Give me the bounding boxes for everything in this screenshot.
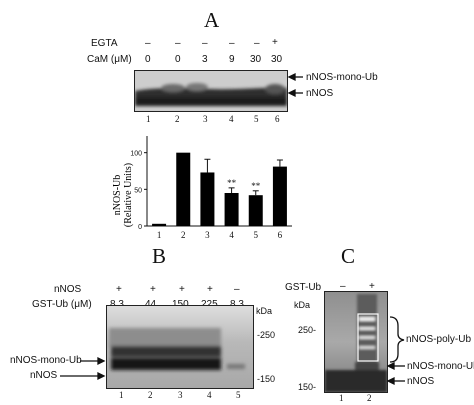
lane-number-a-5: 5 bbox=[254, 114, 259, 124]
band-label-mono-ub-c: nNOS-mono-Ub bbox=[407, 361, 474, 372]
b-marker-250: -250 bbox=[257, 330, 276, 340]
lane-number-a-2: 2 bbox=[175, 114, 180, 124]
chart-y-tick-label: 50 bbox=[134, 187, 142, 194]
b-marker-150: -150 bbox=[257, 374, 276, 384]
panel-b-letter: B bbox=[152, 244, 167, 268]
chart-x-tick-label: 6 bbox=[278, 230, 283, 240]
lane-number-c-1: 1 bbox=[339, 393, 344, 403]
band-label-mono-ub-b: nNOS-mono-Ub bbox=[10, 355, 82, 366]
lane-number-a-1: 1 bbox=[146, 114, 151, 124]
panel-c-gel-blot bbox=[324, 291, 388, 393]
chart-bar bbox=[200, 172, 215, 226]
chart-x-tick-label: 3 bbox=[205, 230, 210, 240]
chart-bar bbox=[272, 166, 287, 226]
egta-lane-1: – bbox=[145, 38, 151, 49]
poly-ub-outline bbox=[357, 313, 379, 362]
panel-a-gel-blot bbox=[134, 70, 288, 112]
b-gst-lane-4: 225 bbox=[201, 300, 218, 310]
panel-a-letter: A bbox=[204, 8, 220, 32]
lane-number-c-2: 2 bbox=[367, 393, 372, 403]
panel-b-gel-blot bbox=[106, 305, 254, 389]
panel-c-letter: C bbox=[341, 244, 356, 268]
egta-lane-2: – bbox=[175, 38, 181, 49]
c-gst-row-label: GST-Ub bbox=[285, 282, 322, 293]
band-label-nnos-a: nNOS bbox=[306, 88, 334, 99]
cam-row-label: CaM (μM) bbox=[87, 54, 132, 65]
lane-number-b-1: 1 bbox=[119, 390, 124, 400]
cam-lane-1: 0 bbox=[145, 54, 151, 65]
cam-lane-2: 0 bbox=[175, 54, 181, 65]
chart-significance-label: ** bbox=[227, 178, 237, 188]
lane-number-a-3: 3 bbox=[203, 114, 208, 124]
arrow-icon bbox=[386, 361, 405, 386]
band-label-nnos-b: nNOS bbox=[30, 370, 58, 381]
brace-icon bbox=[389, 316, 405, 363]
lane-number-b-4: 4 bbox=[207, 390, 212, 400]
chart-bar bbox=[152, 223, 167, 226]
chart-ylabel-1: nNOS-Ub bbox=[112, 175, 123, 216]
lane-number-b-5: 5 bbox=[236, 390, 241, 400]
b-gst-lane-5: 8.3 bbox=[230, 300, 244, 310]
b-nnos-lane-2: + bbox=[150, 284, 156, 295]
lane-number-b-2: 2 bbox=[148, 390, 153, 400]
b-nnos-lane-1: + bbox=[116, 284, 122, 295]
c-marker-150: 150- bbox=[298, 382, 317, 392]
c-marker-250: 250- bbox=[298, 325, 317, 335]
b-nnos-lane-3: + bbox=[179, 284, 185, 295]
b-gst-lane-1: 8.3 bbox=[110, 300, 124, 310]
band-label-mono-ub-a: nNOS-mono-Ub bbox=[306, 72, 378, 83]
egta-lane-4: – bbox=[229, 38, 235, 49]
arrow-icon bbox=[287, 72, 303, 98]
c-gst-lane-2: + bbox=[369, 281, 375, 292]
band-label-poly-ub-c: nNOS-poly-Ub bbox=[406, 334, 472, 345]
c-gst-lane-1: – bbox=[340, 281, 346, 292]
cam-lane-4: 9 bbox=[229, 54, 235, 65]
cam-lane-5: 30 bbox=[250, 54, 262, 65]
b-kda-label: kDa bbox=[256, 306, 273, 316]
chart-y-tick-label: 0 bbox=[138, 224, 142, 231]
lane-number-a-6: 6 bbox=[275, 114, 280, 124]
chart-significance-label: ** bbox=[251, 181, 261, 191]
b-gst-lane-2: 44 bbox=[145, 300, 156, 310]
chart-bar bbox=[224, 193, 239, 226]
b-nnos-lane-4: + bbox=[207, 284, 213, 295]
lane-number-b-3: 3 bbox=[178, 390, 183, 400]
chart-x-tick-label: 5 bbox=[254, 230, 259, 240]
b-gst-lane-3: 150 bbox=[172, 300, 189, 310]
b-gst-row-label: GST-Ub (μM) bbox=[32, 299, 92, 310]
band-label-nnos-c: nNOS bbox=[407, 376, 435, 387]
c-kda-label: kDa bbox=[294, 300, 311, 310]
chart-y-tick-label: 100 bbox=[130, 151, 142, 158]
egta-lane-3: – bbox=[202, 38, 208, 49]
egta-lane-6: + bbox=[272, 37, 278, 48]
cam-lane-6: 30 bbox=[271, 54, 283, 65]
egta-row-label: EGTA bbox=[91, 38, 118, 49]
lane-number-a-4: 4 bbox=[229, 114, 234, 124]
chart-bar bbox=[176, 152, 191, 226]
chart-bar bbox=[248, 195, 263, 226]
chart-x-tick-label: 4 bbox=[229, 230, 234, 240]
b-nnos-lane-5: – bbox=[234, 284, 240, 295]
chart-x-tick-label: 1 bbox=[157, 230, 162, 240]
b-nnos-row-label: nNOS bbox=[54, 284, 82, 295]
egta-lane-5: – bbox=[254, 38, 260, 49]
cam-lane-3: 3 bbox=[202, 54, 208, 65]
chart-ylabel-2: (Relative Units) bbox=[123, 163, 134, 227]
chart-x-tick-label: 2 bbox=[181, 230, 186, 240]
